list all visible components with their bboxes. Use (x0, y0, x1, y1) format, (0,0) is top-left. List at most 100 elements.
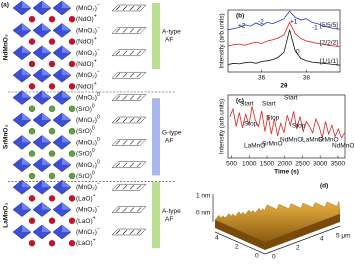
spin-arrow (115, 72, 121, 78)
cation (68, 38, 76, 45)
xy-label: 5 μm (336, 233, 351, 240)
surface-top (214, 201, 341, 243)
spin-arrow (115, 140, 121, 145)
cation (68, 240, 76, 247)
cation (68, 60, 76, 68)
spin-arrow (115, 50, 121, 56)
layer-formula: (MnO₂) (76, 50, 97, 57)
compound-label: LaMnO₃ (3, 203, 10, 228)
cation (28, 128, 36, 135)
layer-label: (SrO)0 (76, 126, 95, 135)
x-tick-label: 500 (226, 161, 237, 168)
spin-arrow (115, 28, 121, 33)
layer-formula: (MnO₂) (76, 229, 97, 236)
spin-arrow (129, 50, 135, 56)
layer-charge: − (97, 204, 100, 210)
annotation: Stop (292, 123, 306, 130)
layer-label: (MnO₂)− (76, 3, 100, 12)
layer-formula: (MnO₂) (76, 206, 97, 213)
octahedron-face (22, 23, 31, 31)
spin-arrow (129, 95, 135, 100)
layer-formula: (MnO₂) (76, 5, 97, 12)
cation (68, 128, 76, 135)
layer-charge: − (97, 48, 100, 54)
layer-formula: (MnO₂) (76, 162, 97, 169)
order-label: A-type (162, 208, 181, 215)
layer-label: (MnO₂)− (76, 70, 100, 79)
cation (68, 16, 76, 23)
annotation: +1 (290, 19, 298, 26)
octahedron-face (62, 157, 71, 165)
spin-arrow (136, 229, 142, 235)
spin-plane (111, 139, 147, 146)
data-line (227, 21, 341, 47)
panel-d: (d) 1 nm 0 nm 0 0 2 2 4 4 5 μm (196, 183, 351, 261)
layer-label: (MnO₂)− (76, 25, 100, 34)
order-bar (152, 182, 160, 249)
annotation: SrMnO (262, 141, 283, 148)
y-tick-label: 0 (272, 254, 276, 261)
spin-arrow (115, 184, 121, 190)
x-tick-label: 1500 (260, 161, 275, 168)
y-axis-label: Intensity (arb.units) (219, 13, 226, 68)
spin-plane (111, 94, 147, 101)
legend-label: [2/2/2] (320, 39, 338, 46)
cation (68, 83, 76, 90)
octahedron-face (62, 135, 71, 143)
layer-charge: + (93, 216, 96, 222)
annotation: NdMnO (280, 137, 302, 144)
cation (68, 172, 76, 180)
order-label: A-type (162, 29, 181, 36)
cation (28, 240, 36, 247)
y-axis-label: Intensity (arb.units) (219, 99, 226, 154)
spin-arrow (122, 95, 128, 100)
spin-plane (111, 183, 147, 191)
octahedron-face (22, 180, 31, 188)
order-label: AF (165, 37, 173, 44)
spin-arrow (136, 184, 142, 190)
x-tick-label: 2 (235, 244, 239, 251)
layer-label: (MnO₂)0 (76, 92, 100, 101)
octahedron-face (22, 68, 31, 76)
octahedron-face (22, 1, 31, 8)
layer-label: (MnO₂)0 (76, 160, 100, 169)
layer-charge: 0 (92, 104, 95, 110)
octahedron-face (62, 23, 71, 31)
data-line (227, 29, 341, 66)
layer-label: (NdO)+ (76, 14, 97, 23)
spin-arrow (136, 5, 142, 11)
cation (28, 38, 36, 45)
layer-charge: + (94, 59, 97, 65)
spin-arrow (136, 207, 142, 212)
spin-arrow (115, 229, 121, 235)
cation (68, 195, 76, 202)
spin-arrow (122, 184, 128, 190)
octahedron-face (62, 180, 71, 188)
layer-label: (MnO₂)− (76, 227, 100, 236)
spin-plane (111, 27, 147, 34)
cation (28, 83, 36, 90)
layer-formula: (SrO) (76, 150, 92, 157)
annotation: LaMnO (302, 137, 323, 144)
plot-frame (227, 9, 341, 73)
x-tick-label: 1000 (242, 161, 257, 168)
annotation: -1 (312, 25, 318, 32)
layer-charge: − (97, 227, 100, 233)
octahedron-face (62, 113, 71, 120)
spin-arrow (136, 95, 142, 100)
octahedron-face (22, 113, 31, 120)
cation (28, 60, 36, 68)
spin-arrow (122, 140, 128, 145)
x-axis-label: Time (s) (274, 169, 299, 176)
spin-arrow (129, 184, 135, 190)
layer-formula: (SrO) (76, 128, 92, 135)
layer-charge: + (94, 36, 97, 42)
layer-label: (MnO₂)0 (76, 115, 100, 124)
x-tick-label: 2500 (295, 161, 310, 168)
layer-charge: 0 (97, 92, 100, 98)
x-tick-label: 36 (258, 75, 266, 82)
cation (68, 150, 76, 157)
spin-arrow (136, 162, 142, 168)
layer-formula: (NdO) (76, 38, 94, 45)
x-tick-label: 2000 (277, 161, 292, 168)
